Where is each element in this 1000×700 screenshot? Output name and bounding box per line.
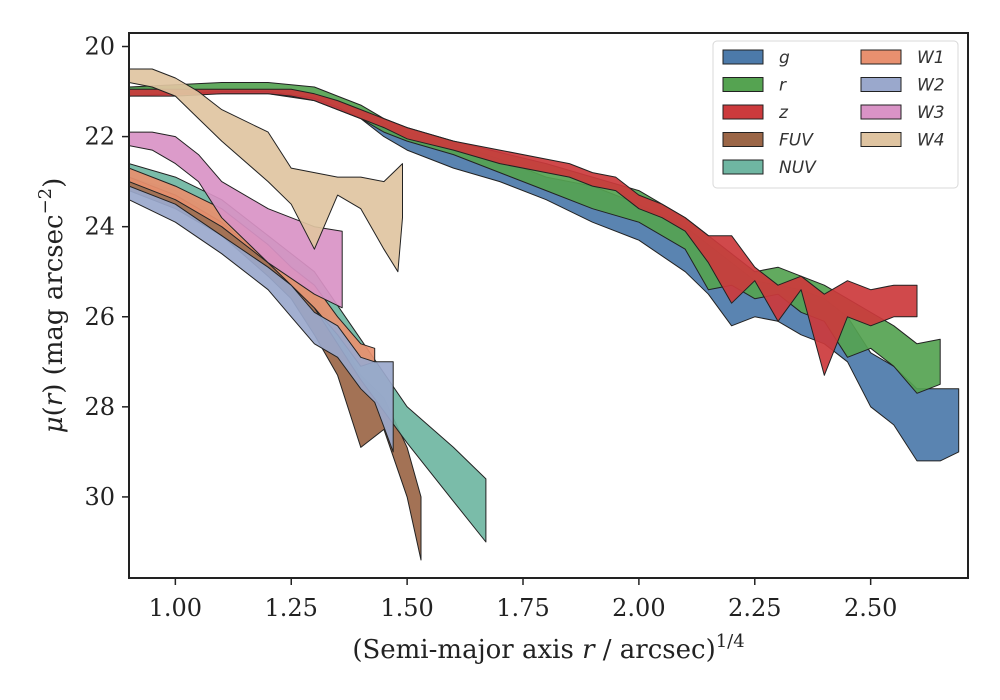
x-label-part1: (Semi-major axis [352,635,582,665]
legend-label-nuv: NUV [779,158,817,178]
x-tick-label: 1.00 [149,594,202,622]
y-axis: 20 22 24 26 28 30 [84,33,129,511]
x-axis: 1.00 1.25 1.50 1.75 2.00 2.25 2.50 [149,578,897,622]
plot-frame [128,32,969,579]
legend-label-w3: W3 [917,103,945,123]
legend-swatch-w3 [860,104,902,120]
x-tick-label: 1.50 [380,594,433,622]
y-tick-label: 20 [84,33,115,61]
legend-swatch-r [722,77,764,92]
y-label-close: ) [39,178,69,188]
y-axis-label: μ(r) (mag arcsec−2) [35,178,69,434]
y-tick-label: 30 [84,483,115,511]
x-label-exponent: 1/4 [716,631,745,652]
y-label-r: r [39,392,69,406]
band-w4 [129,68,403,273]
legend-label-w4: W4 [917,131,945,151]
band-w3 [129,131,343,309]
y-tick-label: 26 [84,303,115,331]
legend-label-w1: W1 [917,48,945,68]
legend-swatch-g [722,49,764,65]
band-w2 [129,185,394,453]
surface-brightness-bands [129,68,960,561]
y-label-exponent: −2 [35,188,56,215]
legend-label-r: r [779,76,787,96]
x-tick-label: 2.25 [728,594,781,622]
x-label-part2: / arcsec) [595,635,716,665]
band-z [129,88,918,376]
y-tick-label: 24 [84,213,115,241]
legend-label-z: z [778,103,789,123]
y-label-paren-open: ( [39,406,69,416]
legend-label-w2: W2 [917,76,945,96]
y-tick-label: 22 [84,123,115,151]
legend-swatch-z [722,104,764,120]
legend-label-g: g [779,48,790,68]
legend-swatch-w2 [860,77,902,92]
legend: grz FUV NUV W1 W2 W3 W4 [712,40,959,189]
x-label-var: r [582,635,596,665]
x-axis-label: (Semi-major axis r / arcsec)1/4 [352,631,744,665]
legend-label-fuv: FUV [779,131,814,151]
legend-swatch-w4 [860,132,902,147]
legend-swatch-fuv [722,132,764,147]
legend-swatch-w1 [860,49,902,65]
x-tick-label: 2.50 [844,594,897,622]
y-tick-label: 28 [84,393,115,421]
x-tick-label: 1.25 [265,594,318,622]
y-label-units: ) (mag arcsec [39,214,69,393]
x-tick-label: 2.00 [612,594,665,622]
legend-swatch-nuv [722,159,764,175]
y-label-mu: μ [39,416,69,433]
x-tick-label: 1.75 [496,594,549,622]
